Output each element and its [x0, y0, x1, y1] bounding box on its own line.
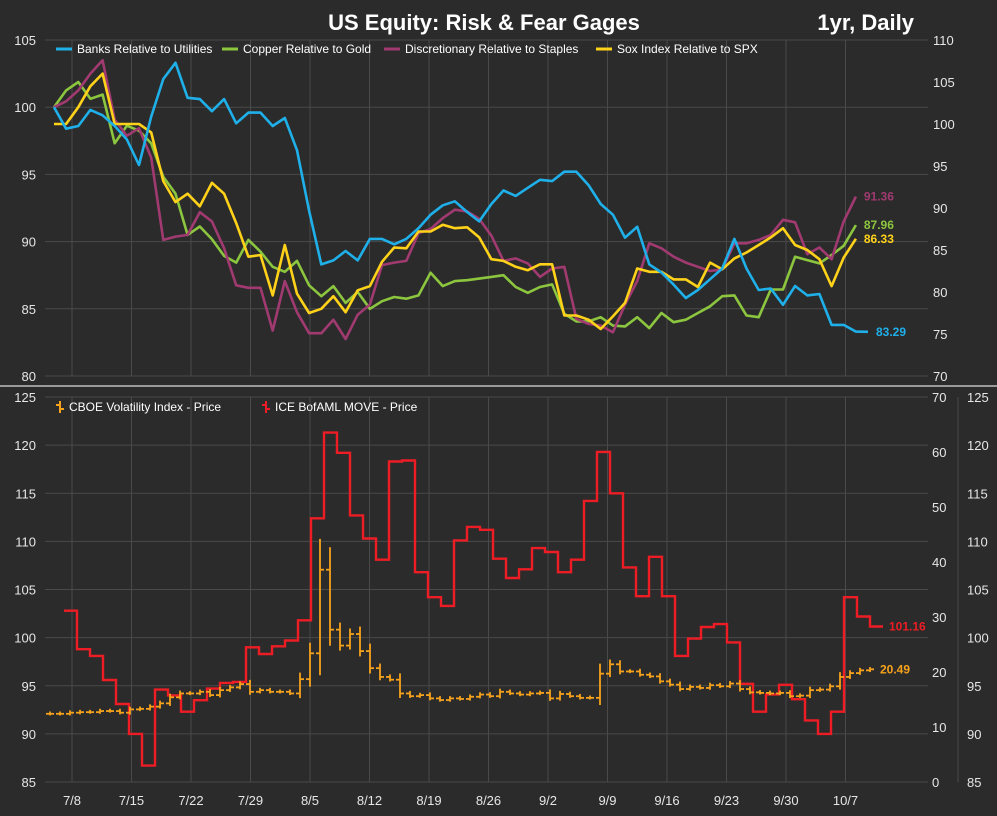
bottom-left-axis-tick: 125 — [14, 390, 36, 405]
top-right-axis-tick: 80 — [933, 285, 947, 300]
bottom-left-axis-tick: 100 — [14, 631, 36, 646]
series-end-label-sox: 86.33 — [864, 232, 894, 246]
series-step-move — [64, 431, 883, 767]
legend-item: Sox Index Relative to SPX — [596, 42, 758, 56]
top-left-axis-tick: 85 — [22, 302, 36, 317]
top-right-axis-tick: 75 — [933, 327, 947, 342]
bottom-left-axis-tick: 85 — [22, 775, 36, 790]
x-axis-tick: 7/22 — [178, 793, 203, 808]
bottom-left-axis-tick: 90 — [22, 727, 36, 742]
series-end-label-discretionary: 91.36 — [864, 190, 894, 204]
x-axis-tick: 7/29 — [238, 793, 263, 808]
x-axis-tick: 10/7 — [833, 793, 858, 808]
top-left-axis-tick: 95 — [22, 167, 36, 182]
top-left-axis-tick: 80 — [22, 369, 36, 384]
x-axis-tick: 8/19 — [416, 793, 441, 808]
top-right-axis-tick: 100 — [933, 117, 955, 132]
bottom-middle-axis-tick: 60 — [932, 445, 946, 460]
legend-label: Copper Relative to Gold — [243, 42, 371, 56]
legend-label: Sox Index Relative to SPX — [617, 42, 758, 56]
x-axis-tick: 8/12 — [357, 793, 382, 808]
top-panel: 80 85 90 95 100 105 70 75 80 85 90 95 100 105 110 87.96… — [14, 33, 954, 384]
bottom-left-axis-tick: 120 — [14, 438, 36, 453]
series-end-label-vix: 20.49 — [880, 662, 910, 676]
legend-label: Banks Relative to Utilities — [77, 42, 212, 56]
bottom-panel: 7/8 7/15 7/22 7/29 8/5 8/12 8/19 8/26 9/2 9/9 9/16… — [14, 390, 988, 808]
bottom-left-axis-tick: 115 — [15, 486, 36, 501]
top-right-axis-tick: 110 — [933, 33, 954, 48]
series-end-label-move: 101.16 — [889, 619, 926, 633]
series-end-label-banks: 83.29 — [876, 325, 906, 339]
series-line-banks — [52, 61, 869, 334]
bottom-middle-axis-tick: 0 — [932, 775, 939, 790]
x-axis-tick: 9/2 — [539, 793, 557, 808]
bottom-left-axis-tick: 105 — [14, 583, 36, 598]
bottom-middle-axis-tick: 50 — [932, 500, 946, 515]
bottom-middle-axis-tick: 30 — [932, 610, 946, 625]
legend-item: CBOE Volatility Index - Price — [56, 400, 221, 414]
x-axis-tick: 8/5 — [301, 793, 319, 808]
bottom-right-axis-tick: 105 — [967, 583, 989, 598]
x-axis-tick: 7/8 — [63, 793, 81, 808]
bottom-middle-axis-tick: 40 — [932, 555, 946, 570]
legend-item: Copper Relative to Gold — [222, 42, 371, 56]
x-axis-tick: 7/15 — [119, 793, 144, 808]
bottom-left-axis-tick: 110 — [15, 534, 36, 549]
bottom-right-axis-tick: 95 — [967, 679, 981, 694]
legend-label: CBOE Volatility Index - Price — [69, 400, 221, 414]
x-axis-tick: 9/9 — [598, 793, 616, 808]
legend-item: ICE BofAML MOVE - Price — [262, 400, 418, 414]
legend-item: Discretionary Relative to Staples — [384, 42, 578, 56]
top-right-axis-tick: 95 — [933, 159, 947, 174]
series-end-label-copper: 87.96 — [864, 218, 894, 232]
top-right-axis-tick: 70 — [933, 369, 947, 384]
bottom-middle-axis-tick: 10 — [932, 720, 946, 735]
x-axis-tick: 9/23 — [714, 793, 739, 808]
legend-label: ICE BofAML MOVE - Price — [275, 400, 418, 414]
chart-title: US Equity: Risk & Fear Gages — [328, 10, 640, 35]
top-left-axis-tick: 100 — [14, 100, 36, 115]
bottom-right-axis-tick: 110 — [967, 534, 988, 549]
top-left-axis-tick: 90 — [22, 235, 36, 250]
bottom-right-axis-tick: 125 — [967, 390, 989, 405]
x-axis-tick: 9/16 — [654, 793, 679, 808]
x-axis-tick: 8/26 — [476, 793, 501, 808]
bottom-middle-axis-tick: 70 — [932, 390, 946, 405]
bottom-left-axis-tick: 95 — [22, 679, 36, 694]
top-right-axis-tick: 105 — [933, 75, 955, 90]
bottom-right-axis-tick: 85 — [967, 775, 981, 790]
top-right-axis-tick: 85 — [933, 243, 947, 258]
legend-item: Banks Relative to Utilities — [56, 42, 212, 56]
chart-period-label: 1yr, Daily — [817, 10, 914, 35]
bottom-middle-axis-tick: 20 — [932, 665, 946, 680]
bottom-right-axis-tick: 100 — [967, 631, 989, 646]
x-axis-tick: 9/30 — [773, 793, 798, 808]
legend-label: Discretionary Relative to Staples — [405, 42, 578, 56]
top-left-axis-tick: 105 — [14, 33, 36, 48]
bottom-right-axis-tick: 120 — [967, 438, 989, 453]
bottom-right-axis-tick: 90 — [967, 727, 981, 742]
top-right-axis-tick: 90 — [933, 201, 947, 216]
bottom-right-axis-tick: 115 — [967, 486, 988, 501]
